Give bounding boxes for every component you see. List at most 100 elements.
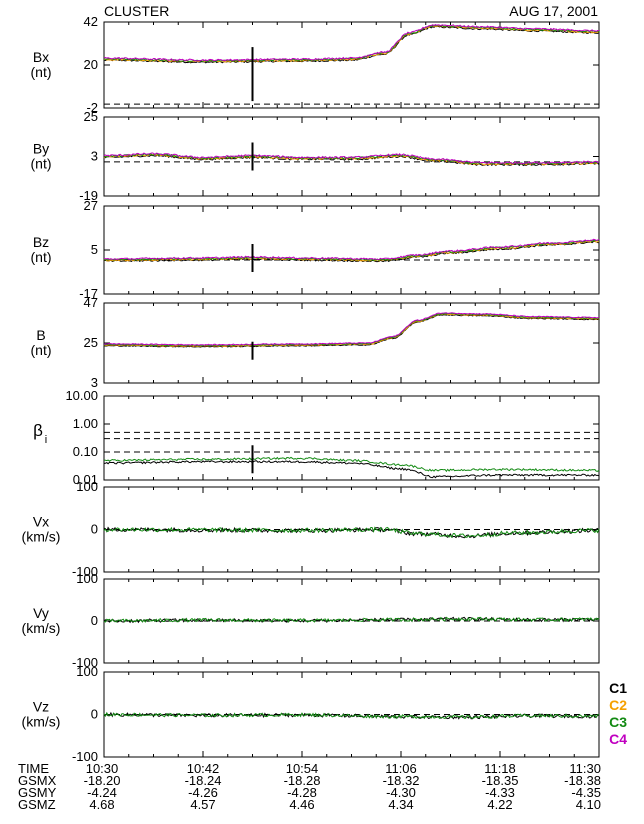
y-tick-label: 25 (84, 335, 98, 350)
y-tick-label: 100 (76, 664, 98, 679)
series-line-vy-0-0 (103, 616, 600, 624)
y-tick-label: 100 (76, 571, 98, 586)
footer-gsmy-value: -4.26 (188, 785, 218, 800)
y-tick-label: 5 (91, 242, 98, 257)
panel-bx: 42 20 -2 Bx(nt) (31, 14, 600, 115)
panels: 4220-2Bx(nt)253-19By(nt)275-17Bz(nt)4725… (22, 14, 600, 764)
series-line-vz-0-0 (103, 711, 600, 720)
series-line-bz-0-3 (103, 238, 600, 261)
legend-item-c4: C4 (609, 731, 627, 747)
y-tick-label: 3 (91, 149, 98, 164)
footer-gsmx-value: -18.28 (284, 773, 321, 788)
footer-gsmx-value: -18.38 (564, 773, 601, 788)
footer-gsmx-value: -18.24 (185, 773, 222, 788)
footer-gsmz-value: 4.68 (89, 797, 114, 812)
y-axis-unit: (nt) (31, 64, 52, 80)
legend-item-c3: C3 (609, 714, 627, 730)
y-tick-label: 0 (91, 522, 98, 537)
panel-vz: 100 0 -100 Vz(km/s) (22, 664, 600, 764)
y-axis-unit: (nt) (31, 342, 52, 358)
footer-time-value: 10:30 (86, 761, 119, 776)
footer-gsmz-value: 4.22 (487, 797, 512, 812)
footer-time-value: 10:42 (187, 761, 220, 776)
footer-row-label: GSMX (18, 773, 57, 788)
y-tick-label: -100 (72, 564, 98, 579)
y-axis-label: Bz (33, 234, 49, 250)
y-tick-label: 0.10 (73, 444, 98, 459)
series-line-bx-0-1 (103, 25, 600, 63)
series-line-by-0-3 (103, 152, 600, 165)
panel-bz: 27 5 -17 Bz(nt) (31, 198, 600, 301)
panel-frame (103, 205, 600, 295)
y-tick-label: 0 (91, 613, 98, 628)
y-tick-label: 3 (91, 375, 98, 390)
y-axis-label: Bx (33, 49, 49, 65)
date-label: AUG 17, 2001 (509, 3, 598, 19)
footer-gsmy-value: -4.35 (571, 785, 601, 800)
y-tick-label: 1.00 (73, 416, 98, 431)
y-tick-label: 0.01 (73, 472, 98, 487)
series-line-beta-0-0 (103, 456, 600, 473)
series-line-b-0-0 (103, 314, 599, 348)
y-axis-label: B (36, 327, 45, 343)
y-tick-label: 47 (84, 295, 98, 310)
y-tick-label: -100 (72, 655, 98, 670)
series-line-b-0-1 (103, 313, 600, 348)
footer-gsmy-value: -4.30 (386, 785, 416, 800)
y-axis-unit: (km/s) (22, 714, 61, 730)
footer-gsmx-value: -18.32 (383, 773, 420, 788)
y-tick-label: 42 (84, 14, 98, 29)
y-axis-unit: (km/s) (22, 529, 61, 545)
y-tick-label: 20 (84, 57, 98, 72)
series-line-b-0-3 (103, 312, 600, 346)
panel-vy: 100 0 -100 Vy(km/s) (22, 571, 600, 670)
y-axis-label: β (33, 421, 43, 440)
footer-row-label: TIME (18, 761, 49, 776)
y-axis-label: Vz (33, 699, 49, 715)
series-line-vx-0-1 (103, 526, 600, 539)
footer-time-value: 11:06 (385, 761, 417, 776)
footer-gsmy-value: -4.28 (287, 785, 317, 800)
panel-beta: 10.00 1.00 0.10 0.01 β i (33, 388, 600, 487)
footer-time-value: 11:18 (484, 761, 516, 776)
y-tick-label: 10.00 (65, 388, 98, 403)
footer-time-value: 10:54 (286, 761, 319, 776)
footer-gsmy-value: -4.33 (485, 785, 515, 800)
y-axis-label: Vx (33, 514, 49, 530)
y-axis-label-subscript: i (45, 434, 47, 446)
footer-gsmx-value: -18.20 (84, 773, 121, 788)
y-tick-label: 100 (76, 479, 98, 494)
series-line-bz-0-1 (103, 240, 599, 262)
footer-gsmz-value: 4.34 (388, 797, 413, 812)
y-tick-label: 27 (84, 198, 98, 213)
series-line-bx-0-3 (103, 24, 599, 62)
panel-b: 47 25 3 B(nt) (31, 295, 600, 390)
y-axis-unit: (nt) (31, 156, 52, 172)
series-line-beta-1-0 (103, 460, 600, 479)
mission-title: CLUSTER (104, 3, 169, 19)
footer-row-label: GSMY (18, 785, 57, 800)
y-tick-label: -19 (79, 188, 98, 203)
y-axis-label: Vy (33, 605, 49, 621)
panel-frame (103, 395, 600, 481)
series-line-vy-0-1 (103, 616, 600, 624)
y-axis-label: By (33, 141, 49, 157)
y-tick-label: 0 (91, 707, 98, 722)
y-tick-label: 25 (84, 109, 98, 124)
y-tick-label: -2 (86, 100, 98, 115)
legend-item-c1: C1 (609, 680, 627, 696)
footer-gsmz-value: 4.46 (289, 797, 314, 812)
y-tick-label: -100 (72, 749, 98, 764)
footer-gsmz-value: 4.10 (576, 797, 601, 812)
footer-gsmx-value: -18.35 (482, 773, 519, 788)
y-axis-unit: (nt) (31, 249, 52, 265)
series-line-vz-0-1 (103, 711, 600, 720)
footer-gsmy-value: -4.24 (87, 785, 117, 800)
panel-vx: 100 0 -100 Vx(km/s) (22, 479, 600, 579)
footer-gsmz-value: 4.57 (190, 797, 215, 812)
legend-item-c2: C2 (609, 697, 627, 713)
